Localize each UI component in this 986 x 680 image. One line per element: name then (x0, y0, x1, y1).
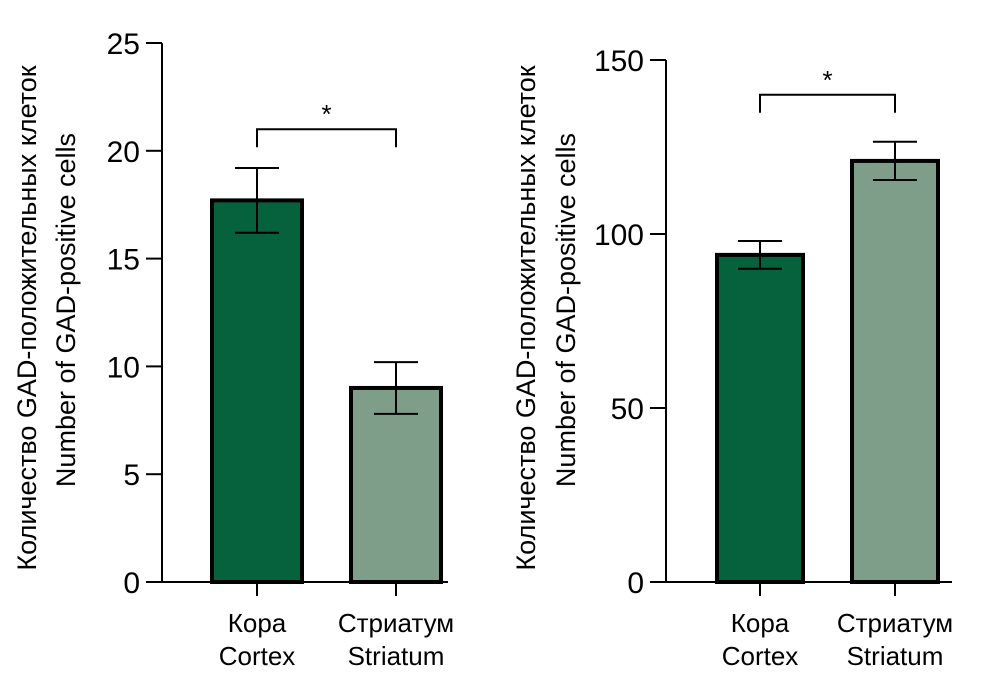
right-category-label-en-0: Cortex (722, 641, 799, 671)
left-ytick-label-0: 0 (123, 567, 140, 600)
right-bracket-line (759, 93, 896, 113)
left-ylabel-en: Number of GAD-positive cells (51, 133, 81, 487)
right-category-label-ru-0: Кора (731, 608, 790, 638)
right-y-axis-ticks: 0 50 100 150 (594, 45, 666, 600)
right-bars (715, 140, 940, 584)
right-significance-label: * (822, 65, 832, 95)
left-bracket-line (256, 128, 397, 148)
right-bar-0 (715, 252, 805, 584)
right-error-bar-1 (873, 140, 917, 182)
left-category-label-en-0: Cortex (219, 641, 296, 671)
right-category-label-en-1: Striatum (847, 641, 944, 671)
left-category-label-ru-1: Стриатум (338, 608, 454, 638)
left-error-bar-0 (235, 167, 279, 234)
right-ytick-label-0: 0 (627, 567, 644, 600)
right-category-label-ru-1: Стриатум (837, 608, 953, 638)
left-category-label-ru-0: Кора (228, 608, 287, 638)
left-bar-0 (210, 198, 304, 584)
left-ytick-label-1: 5 (123, 459, 140, 492)
left-x-axis-ticks (256, 582, 397, 596)
right-ytick-label-2: 100 (594, 219, 644, 252)
chart-right: Количество GAD-положительных клеток Numb… (511, 45, 953, 671)
left-error-bar-1 (374, 361, 418, 415)
left-ytick-label-2: 10 (107, 351, 140, 384)
right-x-axis-ticks (759, 582, 896, 596)
left-ylabel-ru: Количество GAD-положительных клеток (12, 65, 42, 570)
right-ylabel-ru: Количество GAD-положительных клеток (511, 65, 541, 570)
right-ytick-label-1: 50 (611, 393, 644, 426)
right-ylabel-en: Number of GAD-positive cells (551, 133, 581, 487)
left-bars (210, 167, 443, 584)
right-bar-1 (850, 158, 940, 584)
right-significance-bracket: * (759, 65, 896, 113)
left-ytick-label-4: 20 (107, 136, 140, 169)
chart-left: Количество GAD-положительных клеток Numb… (12, 28, 454, 671)
right-ytick-label-3: 150 (594, 45, 644, 78)
left-significance-label: * (321, 99, 331, 129)
left-y-axis-ticks: 0 5 10 15 20 25 (107, 28, 162, 600)
left-category-label-en-1: Striatum (348, 641, 445, 671)
left-significance-bracket: * (256, 99, 397, 148)
right-error-bar-0 (738, 239, 782, 270)
left-ytick-label-3: 15 (107, 244, 140, 277)
left-ytick-label-5: 25 (107, 28, 140, 61)
left-bar-1 (349, 385, 443, 584)
